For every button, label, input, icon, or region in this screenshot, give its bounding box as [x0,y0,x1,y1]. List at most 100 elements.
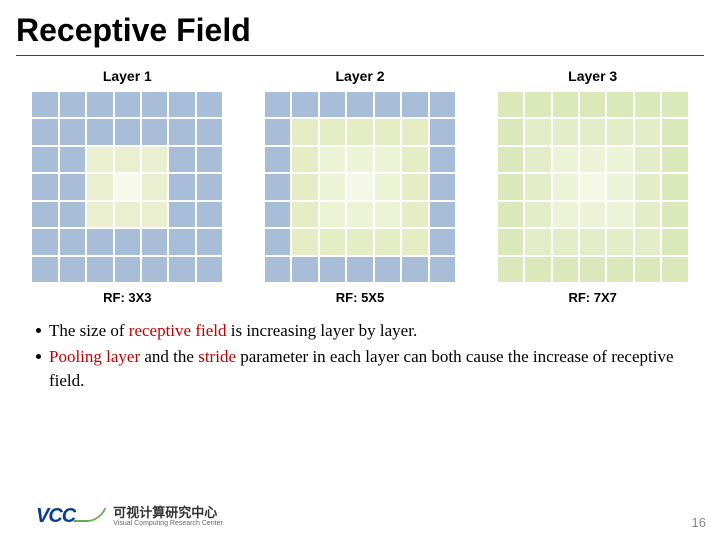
grid-cell [32,257,57,282]
grid-cell [115,147,140,172]
grid-cell [553,257,578,282]
grid-cell [525,257,550,282]
bullet-item: The size of receptive field is increasin… [36,319,684,343]
grid-cell [375,229,400,254]
grid-panel: Layer 3 RF: 7X7 [485,68,700,305]
grid-cell [375,174,400,199]
panel-caption: RF: 7X7 [568,290,616,305]
grid-cell [265,174,290,199]
grid-cell [265,92,290,117]
grid-cell [402,92,427,117]
grid-cell [142,229,167,254]
grid-cell [498,174,523,199]
grid-cell [607,147,632,172]
grid-cell [347,202,372,227]
grid-cell [635,92,660,117]
grid-cell [347,92,372,117]
grid-cell [320,229,345,254]
grid-cell [402,174,427,199]
grid-cell [430,92,455,117]
grid-cell [265,229,290,254]
grid-cell [580,119,605,144]
grid-cell [292,147,317,172]
grid-cell [115,229,140,254]
grid-cell [320,174,345,199]
grid-cell [635,174,660,199]
grid-cell [292,92,317,117]
grid-cell [32,92,57,117]
grid-cell [60,174,85,199]
grid-cell [142,119,167,144]
grid-cell [87,202,112,227]
grid-cell [142,92,167,117]
grid-cell [169,119,194,144]
grid-cell [60,229,85,254]
grid-cell [430,147,455,172]
grid-cell [607,119,632,144]
grid-cell [265,147,290,172]
panel-title: Layer 3 [568,68,617,84]
grid-cell [115,202,140,227]
grid-cell [197,174,222,199]
grid-cell [197,92,222,117]
grid-cell [115,257,140,282]
title-divider [16,55,704,56]
grid-cell [32,202,57,227]
grid-cell [375,257,400,282]
grid-cell [635,257,660,282]
grid-cell [292,174,317,199]
grid-cell [553,147,578,172]
grid-cell [635,147,660,172]
grid-cell [169,257,194,282]
grid-cell [347,257,372,282]
grid-cell [430,202,455,227]
grid-cell [87,174,112,199]
grid-cell [607,92,632,117]
bullet-dot-icon [36,354,41,359]
grid-cell [347,229,372,254]
slide-number: 16 [692,515,706,530]
grid-cell [607,257,632,282]
grid-cell [498,147,523,172]
grid-cell [142,147,167,172]
grid-cell [375,147,400,172]
grid-cell [662,257,687,282]
grid-cell [292,257,317,282]
grid-cell [87,92,112,117]
logo-cn: 可视计算研究中心 [113,506,223,520]
grid-cell [320,119,345,144]
grid-cell [347,119,372,144]
bullet-text: The size of receptive field is increasin… [49,319,417,343]
grid-cell [607,174,632,199]
grid-cell [320,147,345,172]
grid-cell [197,147,222,172]
bullet-item: Pooling layer and the stride parameter i… [36,345,684,393]
grid-cell [265,257,290,282]
panel-caption: RF: 5X5 [336,290,384,305]
bullet-list: The size of receptive field is increasin… [0,305,720,392]
grid-cell [553,174,578,199]
grid-cell [87,257,112,282]
receptive-field-grid [32,92,222,282]
grid-cell [292,229,317,254]
logo-swoosh-icon [73,508,106,522]
grid-cell [115,92,140,117]
grid-cell [347,174,372,199]
receptive-field-grid [265,92,455,282]
grid-cell [197,119,222,144]
grid-cell [430,229,455,254]
grid-cell [142,257,167,282]
panel-caption: RF: 3X3 [103,290,151,305]
slide-title: Receptive Field [0,0,720,53]
grid-cell [375,202,400,227]
grid-cell [402,257,427,282]
grid-cell [32,147,57,172]
grid-cell [115,119,140,144]
grid-cell [32,174,57,199]
grid-cell [115,174,140,199]
grid-cell [580,257,605,282]
grid-cell [60,257,85,282]
grid-cell [265,202,290,227]
grid-cell [635,229,660,254]
grid-cell [553,92,578,117]
